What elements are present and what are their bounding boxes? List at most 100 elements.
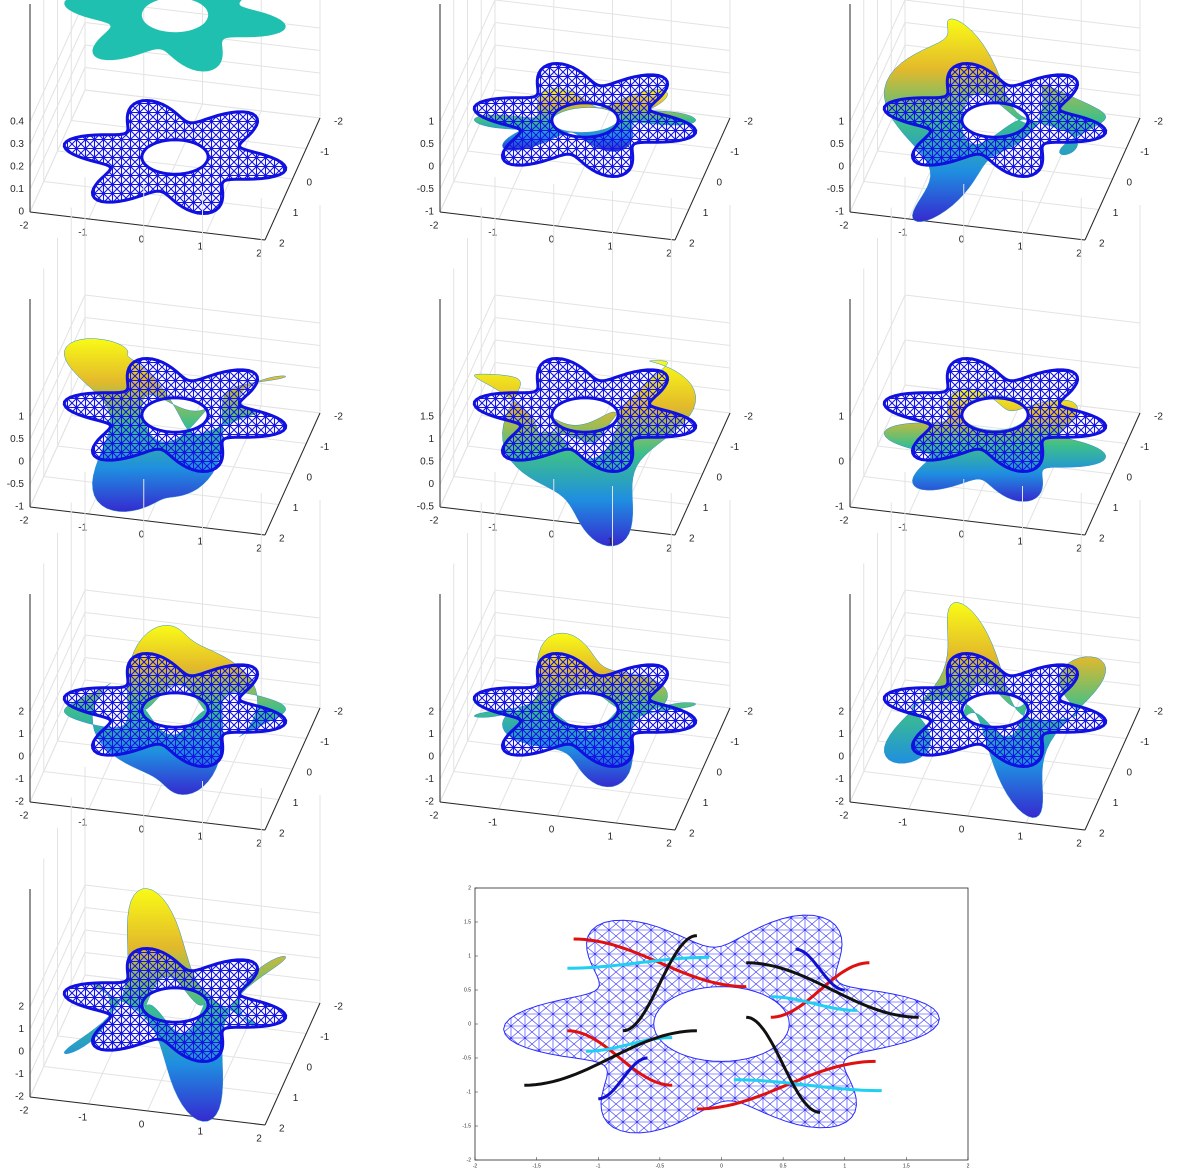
y-tick-label: 0: [307, 768, 313, 779]
mesh: [62, 98, 288, 216]
x-axis: [29, 1096, 266, 1126]
y-tick-label: 1: [703, 208, 709, 219]
curve: [770, 961, 870, 1019]
grid-line: [494, 67, 731, 96]
grid-line: [29, 294, 86, 418]
surface-plot: -2 -1 0 1 2 -2 -1 0 1 2 -0.5 0 0.5 1 1.5: [417, 177, 753, 555]
y-tick-label: -2: [467, 1157, 472, 1163]
y-axis: [264, 412, 321, 536]
y-tick-label: 1: [293, 1093, 299, 1104]
grid-line: [84, 317, 321, 346]
grid-line: [453, 771, 689, 800]
curve: [746, 961, 919, 1019]
z-tick-label: 0: [18, 207, 24, 218]
y-tick-label: -2: [744, 412, 753, 423]
z-tick-label: 0.5: [420, 457, 434, 468]
y-tick-label: -1: [320, 737, 329, 748]
y-tick-label: -1: [1140, 737, 1149, 748]
y-tick-label: 1: [1113, 503, 1119, 514]
y-axis: [1084, 412, 1141, 536]
y-tick-label: 2: [468, 885, 471, 891]
z-tick-label: 1: [838, 729, 844, 740]
z-tick-label: -2: [15, 1092, 24, 1103]
z-tick-label: 2: [18, 1002, 24, 1013]
grid-line: [84, 294, 321, 324]
y-tick-label: 2: [1099, 829, 1105, 840]
y-tick-label: 0: [1127, 768, 1133, 779]
x-axis: [439, 506, 676, 536]
x-tick-label: 1.5: [903, 1163, 910, 1169]
z-tick-label: 2: [838, 707, 844, 718]
x-axis: [29, 211, 266, 241]
grid-line: [849, 612, 906, 735]
x-tick-label: 2: [256, 839, 262, 850]
mesh-plot: -2 -1.5 -1 -0.5 0 0.5 1 1.5 2 -2 -1.5 -1 -0.5 0 0.5 1 1.…: [462, 885, 969, 1169]
y-tick-label: 2: [1099, 534, 1105, 545]
y-tick-label: 0: [717, 768, 723, 779]
x-tick-label: -2: [20, 516, 29, 527]
x-tick-label: 1: [1017, 242, 1023, 253]
z-tick-label: -1: [835, 774, 844, 785]
x-tick-label: -1: [596, 1163, 601, 1169]
grid-line: [494, 44, 731, 74]
y-tick-label: -1: [730, 147, 739, 158]
surface-plot: -2 -1 0 1 2 -2 -1 0 1 2 -1 -0.5 0 0.5 1: [7, 177, 343, 555]
grid-line: [494, 589, 731, 619]
curve: [770, 995, 858, 1012]
y-tick-label: 2: [279, 534, 285, 545]
z-tick-label: 0: [838, 457, 844, 468]
x-tick-label: -2: [840, 516, 849, 527]
grid-line: [904, 339, 1141, 369]
z-tick-label: 1: [838, 117, 844, 128]
grid-line: [29, 907, 86, 1030]
grid-line: [84, 929, 321, 959]
grid-line: [29, 362, 86, 485]
x-axis: [849, 506, 1086, 536]
mesh: [62, 946, 288, 1064]
surface-plot: -2 -1 0 1 2 -2 -1 0 1 2 -1 0 1: [835, 177, 1163, 555]
mesh: [882, 356, 1108, 474]
x-axis: [849, 211, 1086, 241]
x-tick-label: 1: [1017, 537, 1023, 548]
z-tick-label: -0.5: [7, 479, 25, 490]
z-tick-label: 2: [428, 707, 434, 718]
grid-line: [29, 22, 86, 145]
z-tick-label: 0.2: [10, 162, 24, 173]
x-tick-label: 0: [959, 235, 965, 246]
x-tick-label: 0: [139, 235, 145, 246]
y-tick-label: -1.5: [462, 1123, 471, 1129]
grid-line: [453, 181, 689, 210]
y-axis: [674, 707, 731, 831]
grid-line: [494, 634, 731, 664]
z-tick-label: -1: [15, 774, 24, 785]
x-axis: [29, 801, 266, 831]
x-tick-label: -1: [488, 818, 497, 829]
z-tick-label: 0: [18, 1047, 24, 1058]
grid-line: [29, 0, 86, 123]
z-tick-label: -2: [835, 797, 844, 808]
grid-line: [439, 657, 496, 780]
grid-line: [43, 1066, 279, 1095]
grid-line: [43, 181, 279, 210]
x-tick-label: 2: [666, 249, 672, 260]
y-tick-label: 2: [689, 534, 695, 545]
grid-line: [43, 771, 279, 800]
mesh: [882, 61, 1108, 179]
y-axis: [674, 412, 731, 536]
y-tick-label: 0: [717, 473, 723, 484]
x-tick-label: 1: [607, 537, 613, 548]
grid-line: [439, 589, 496, 713]
z-tick-label: -0.5: [417, 184, 435, 195]
y-tick-label: 1: [293, 208, 299, 219]
x-tick-label: -2: [840, 221, 849, 232]
x-tick-label: 1: [1017, 832, 1023, 843]
z-tick-label: 1: [18, 1024, 24, 1035]
surface-plot: -2 -1 0 1 2 -2 -1 0 1 2 -2 -1 0 1 2: [425, 472, 753, 850]
grid-line: [494, 0, 731, 29]
y-tick-label: 0: [717, 178, 723, 189]
x-tick-label: -1: [488, 523, 497, 534]
grid-line: [439, 339, 496, 463]
z-tick-label: 0: [428, 752, 434, 763]
x-tick-label: 2: [666, 839, 672, 850]
z-tick-label: 1: [838, 412, 844, 423]
